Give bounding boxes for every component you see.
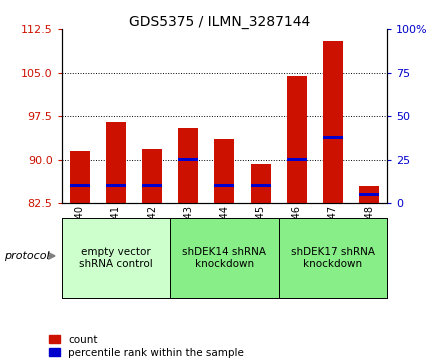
Bar: [323, 41, 343, 203]
Bar: [178, 128, 198, 203]
Bar: [214, 184, 235, 187]
Bar: [251, 164, 271, 203]
Text: GDS5375 / ILMN_3287144: GDS5375 / ILMN_3287144: [129, 15, 311, 29]
Bar: [70, 184, 90, 187]
Bar: [287, 76, 307, 203]
Bar: [106, 122, 126, 203]
Text: shDEK14 shRNA
knockdown: shDEK14 shRNA knockdown: [183, 247, 266, 269]
Bar: [251, 184, 271, 187]
Bar: [70, 151, 90, 203]
Bar: [106, 184, 126, 187]
Legend: count, percentile rank within the sample: count, percentile rank within the sample: [49, 335, 244, 358]
Bar: [178, 158, 198, 161]
Bar: [323, 136, 343, 139]
Bar: [287, 158, 307, 161]
Text: protocol: protocol: [4, 251, 50, 261]
Bar: [142, 149, 162, 203]
Bar: [359, 186, 379, 203]
Text: empty vector
shRNA control: empty vector shRNA control: [79, 247, 153, 269]
Bar: [214, 139, 235, 203]
Text: shDEK17 shRNA
knockdown: shDEK17 shRNA knockdown: [291, 247, 375, 269]
Bar: [142, 184, 162, 187]
Bar: [359, 193, 379, 196]
